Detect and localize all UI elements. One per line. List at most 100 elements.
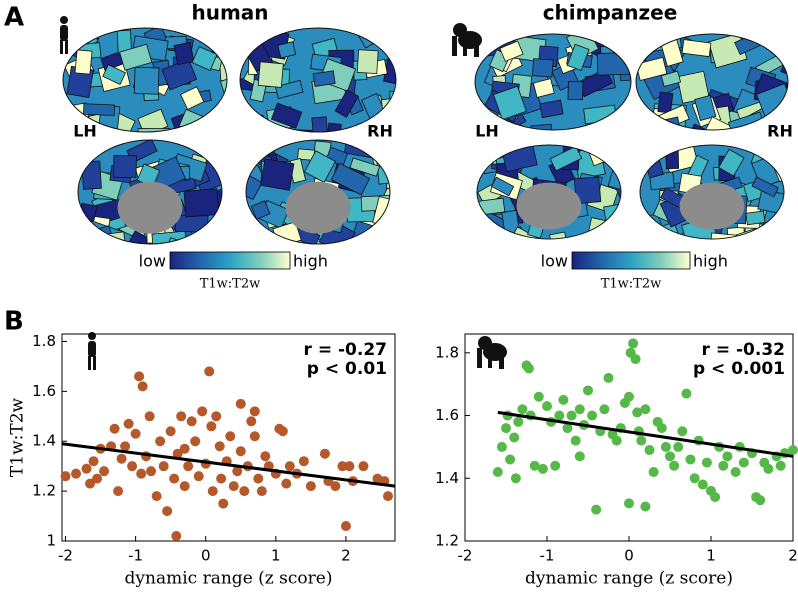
point: [636, 435, 647, 446]
point: [632, 407, 643, 418]
brain-parcel: [303, 150, 336, 183]
y-tick-label: 1.8: [32, 332, 56, 350]
panel-label: B: [4, 307, 24, 337]
point: [710, 492, 721, 503]
fit-line: [61, 442, 396, 488]
map-title: chimpanzee: [543, 1, 678, 25]
point: [216, 473, 227, 484]
point: [718, 460, 729, 471]
point: [92, 473, 103, 484]
brain-parcel: [591, 223, 621, 239]
point: [788, 445, 798, 456]
point: [136, 468, 147, 479]
brain-parcel: [745, 210, 766, 226]
y-tick-label: 1.2: [435, 532, 459, 550]
brain-parcel: [380, 95, 396, 118]
point: [523, 363, 534, 374]
point: [218, 498, 229, 509]
point: [123, 418, 134, 429]
y-tick-label: 1.2: [32, 482, 56, 500]
point: [673, 441, 684, 452]
point: [537, 463, 548, 474]
brain-parcel: [357, 233, 376, 244]
point: [190, 436, 201, 447]
point: [172, 448, 183, 459]
brain-parcel: [694, 94, 717, 122]
brain-parcel: [356, 49, 379, 74]
point: [179, 481, 190, 492]
hemisphere-label: RH: [367, 122, 393, 141]
brain-parcel: [482, 228, 512, 239]
point: [603, 372, 614, 383]
brain-parcel: [119, 43, 153, 71]
point: [591, 504, 602, 515]
annotation: p < 0.01: [307, 359, 387, 379]
brain-parcel: [573, 176, 602, 205]
human-icon: [60, 16, 68, 54]
y-tick-label: 1.6: [435, 406, 459, 424]
colorbar-high: high: [693, 252, 728, 271]
brain-parcel: [330, 162, 371, 196]
brain: [78, 140, 222, 244]
colorbar-low: low: [139, 252, 166, 271]
x-tick-label: -1: [128, 547, 143, 565]
chimp-icon: [477, 336, 507, 369]
brain-parcel: [477, 197, 506, 216]
brain-parcel: [382, 28, 396, 50]
point: [207, 486, 218, 497]
point: [665, 451, 675, 462]
point: [162, 506, 173, 517]
brain-parcel: [709, 232, 738, 239]
brain-parcel: [161, 58, 198, 91]
brain-parcel: [618, 145, 621, 169]
point: [235, 398, 246, 409]
point: [562, 423, 573, 434]
brain-parcel: [81, 160, 102, 190]
brain-parcel: [549, 145, 583, 172]
human-icon: [88, 332, 96, 370]
brain-parcel: [292, 129, 325, 132]
point: [677, 426, 688, 437]
point: [239, 486, 250, 497]
point: [509, 432, 520, 443]
colorbar-label: T1w:T2w: [200, 277, 261, 292]
x-tick-label: 2: [341, 547, 351, 565]
brain-parcel: [618, 211, 621, 230]
brain-parcel: [718, 148, 745, 177]
point: [517, 404, 528, 415]
point: [722, 451, 733, 462]
medial-wall: [679, 182, 745, 230]
brain-parcel: [349, 157, 381, 177]
point: [681, 388, 692, 399]
brain-parcel: [311, 116, 329, 132]
brain-outline: [239, 27, 397, 133]
hemisphere-label: RH: [767, 122, 793, 141]
point: [738, 457, 749, 468]
brain-parcel: [257, 61, 284, 88]
point: [235, 446, 246, 457]
point: [81, 463, 92, 474]
point: [183, 461, 194, 472]
brain-parcel: [102, 64, 127, 85]
point: [179, 443, 190, 454]
brain-parcel: [133, 66, 160, 95]
brain-parcel: [660, 70, 682, 87]
point: [99, 466, 110, 477]
hemisphere-label: LH: [73, 122, 97, 141]
point: [513, 416, 524, 427]
point: [113, 486, 124, 497]
point: [158, 461, 169, 472]
x-axis-label: dynamic range (z score): [125, 569, 333, 589]
colorbar: [169, 251, 291, 270]
point: [529, 460, 540, 471]
point: [624, 391, 634, 402]
medial-wall: [285, 181, 351, 234]
x-tick-label: 1: [271, 547, 281, 565]
point: [755, 495, 766, 506]
brain-parcel: [704, 116, 741, 130]
brain-parcel: [199, 126, 227, 132]
point: [211, 411, 222, 422]
point: [127, 461, 138, 472]
point: [60, 471, 71, 482]
brain-parcel: [259, 158, 295, 191]
